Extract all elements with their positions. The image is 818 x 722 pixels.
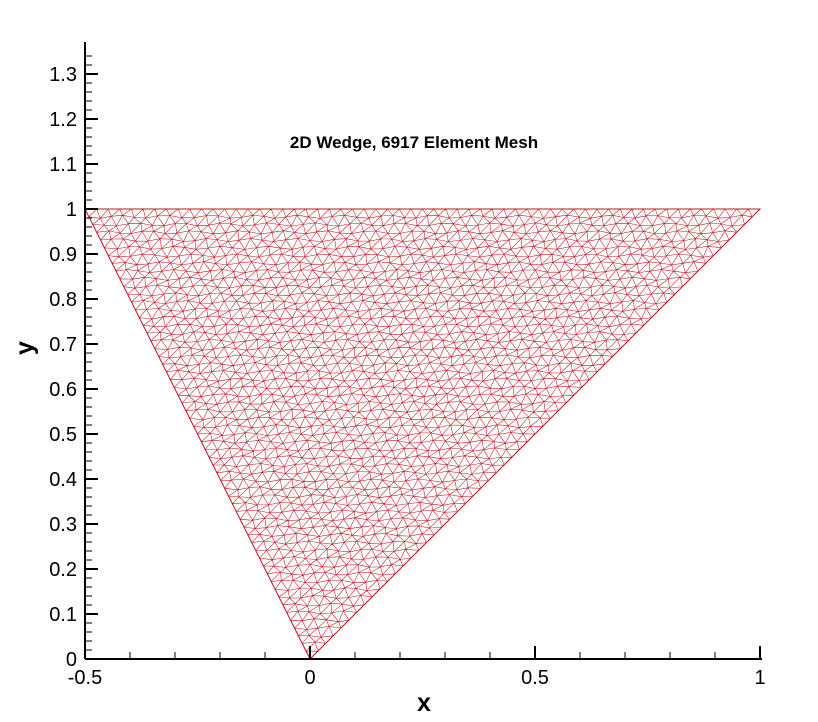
mesh-edges [84,208,761,660]
x-tick-label: 1 [754,667,765,689]
x-axis-ticks: -0.5 0 0.5 1 [68,646,766,689]
x-tick-label: 0 [304,667,315,689]
y-tick-label: 0.7 [49,334,77,356]
triangular-mesh [84,208,761,660]
y-tick-label: 0.5 [49,424,77,446]
x-tick-label: 0.5 [521,667,549,689]
plot-title: 2D Wedge, 6917 Element Mesh [290,133,538,152]
wedge-boundary [84,208,762,660]
y-tick-label: 0.6 [49,379,77,401]
x-tick-label: -0.5 [68,667,102,689]
y-tick-label: 1.3 [49,64,77,86]
y-tick-label: 0.8 [49,289,77,311]
y-tick-label: 0.4 [49,469,77,491]
y-tick-label: 0.9 [49,244,77,266]
y-tick-label: 0.2 [49,559,77,581]
y-tick-label: 1.2 [49,109,77,131]
y-tick-label: 1.1 [49,154,77,176]
x-axis-title: x [417,689,431,717]
y-axis-ticks: 0 0.1 0.2 0.3 0.4 0.5 0.6 0.7 0.8 0.9 1 1.1 1.2 1.3 [49,55,98,671]
y-tick-label: 0.1 [49,604,77,626]
y-tick-label: 1 [66,199,77,221]
y-tick-label: 0.3 [49,514,77,536]
y-axis-title: y [11,341,39,355]
y-tick-label: 0 [66,649,77,671]
